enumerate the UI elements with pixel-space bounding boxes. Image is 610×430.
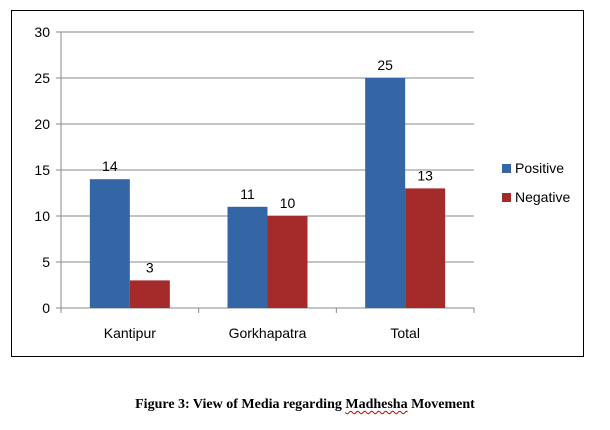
y-tick-label: 30	[34, 24, 50, 40]
bar-positive-kantipur	[89, 179, 130, 308]
y-tick-label: 0	[42, 300, 50, 316]
bar-positive-total	[365, 78, 406, 308]
caption-suffix: Movement	[407, 397, 475, 412]
y-tick-label: 15	[34, 162, 50, 178]
data-label: 3	[146, 259, 154, 275]
legend-swatch-negative	[502, 193, 511, 202]
data-label: 25	[377, 57, 393, 73]
bar-negative-kantipur	[129, 280, 170, 308]
y-tick-label: 10	[34, 208, 50, 224]
caption-underlined-word: Madhesha	[345, 397, 408, 412]
y-tick-label: 25	[34, 70, 50, 86]
y-tick-label: 5	[42, 254, 50, 270]
data-label: 14	[102, 158, 118, 174]
legend-label-positive: Positive	[515, 160, 564, 176]
bar-negative-total	[405, 188, 446, 308]
figure-caption: Figure 3: View of Media regarding Madhes…	[0, 397, 610, 413]
bar-negative-gorkhapatra	[267, 216, 308, 308]
bar-chart: 0 5 10 15 20 25 30 14 3 Kantipur 11 10 Gorkhapatra 25…	[34, 24, 570, 341]
legend-label-negative: Negative	[515, 189, 570, 205]
x-tick-label: Kantipur	[104, 325, 156, 341]
x-tick-label: Total	[390, 325, 420, 341]
data-label: 11	[240, 186, 255, 202]
x-tick-label: Gorkhapatra	[229, 325, 307, 341]
caption-prefix: Figure 3: View of Media regarding	[135, 397, 346, 412]
data-label: 10	[280, 195, 296, 211]
y-tick-label: 20	[34, 116, 50, 132]
bar-positive-gorkhapatra	[227, 206, 268, 308]
data-label: 13	[417, 167, 433, 183]
legend-swatch-positive	[502, 164, 511, 173]
